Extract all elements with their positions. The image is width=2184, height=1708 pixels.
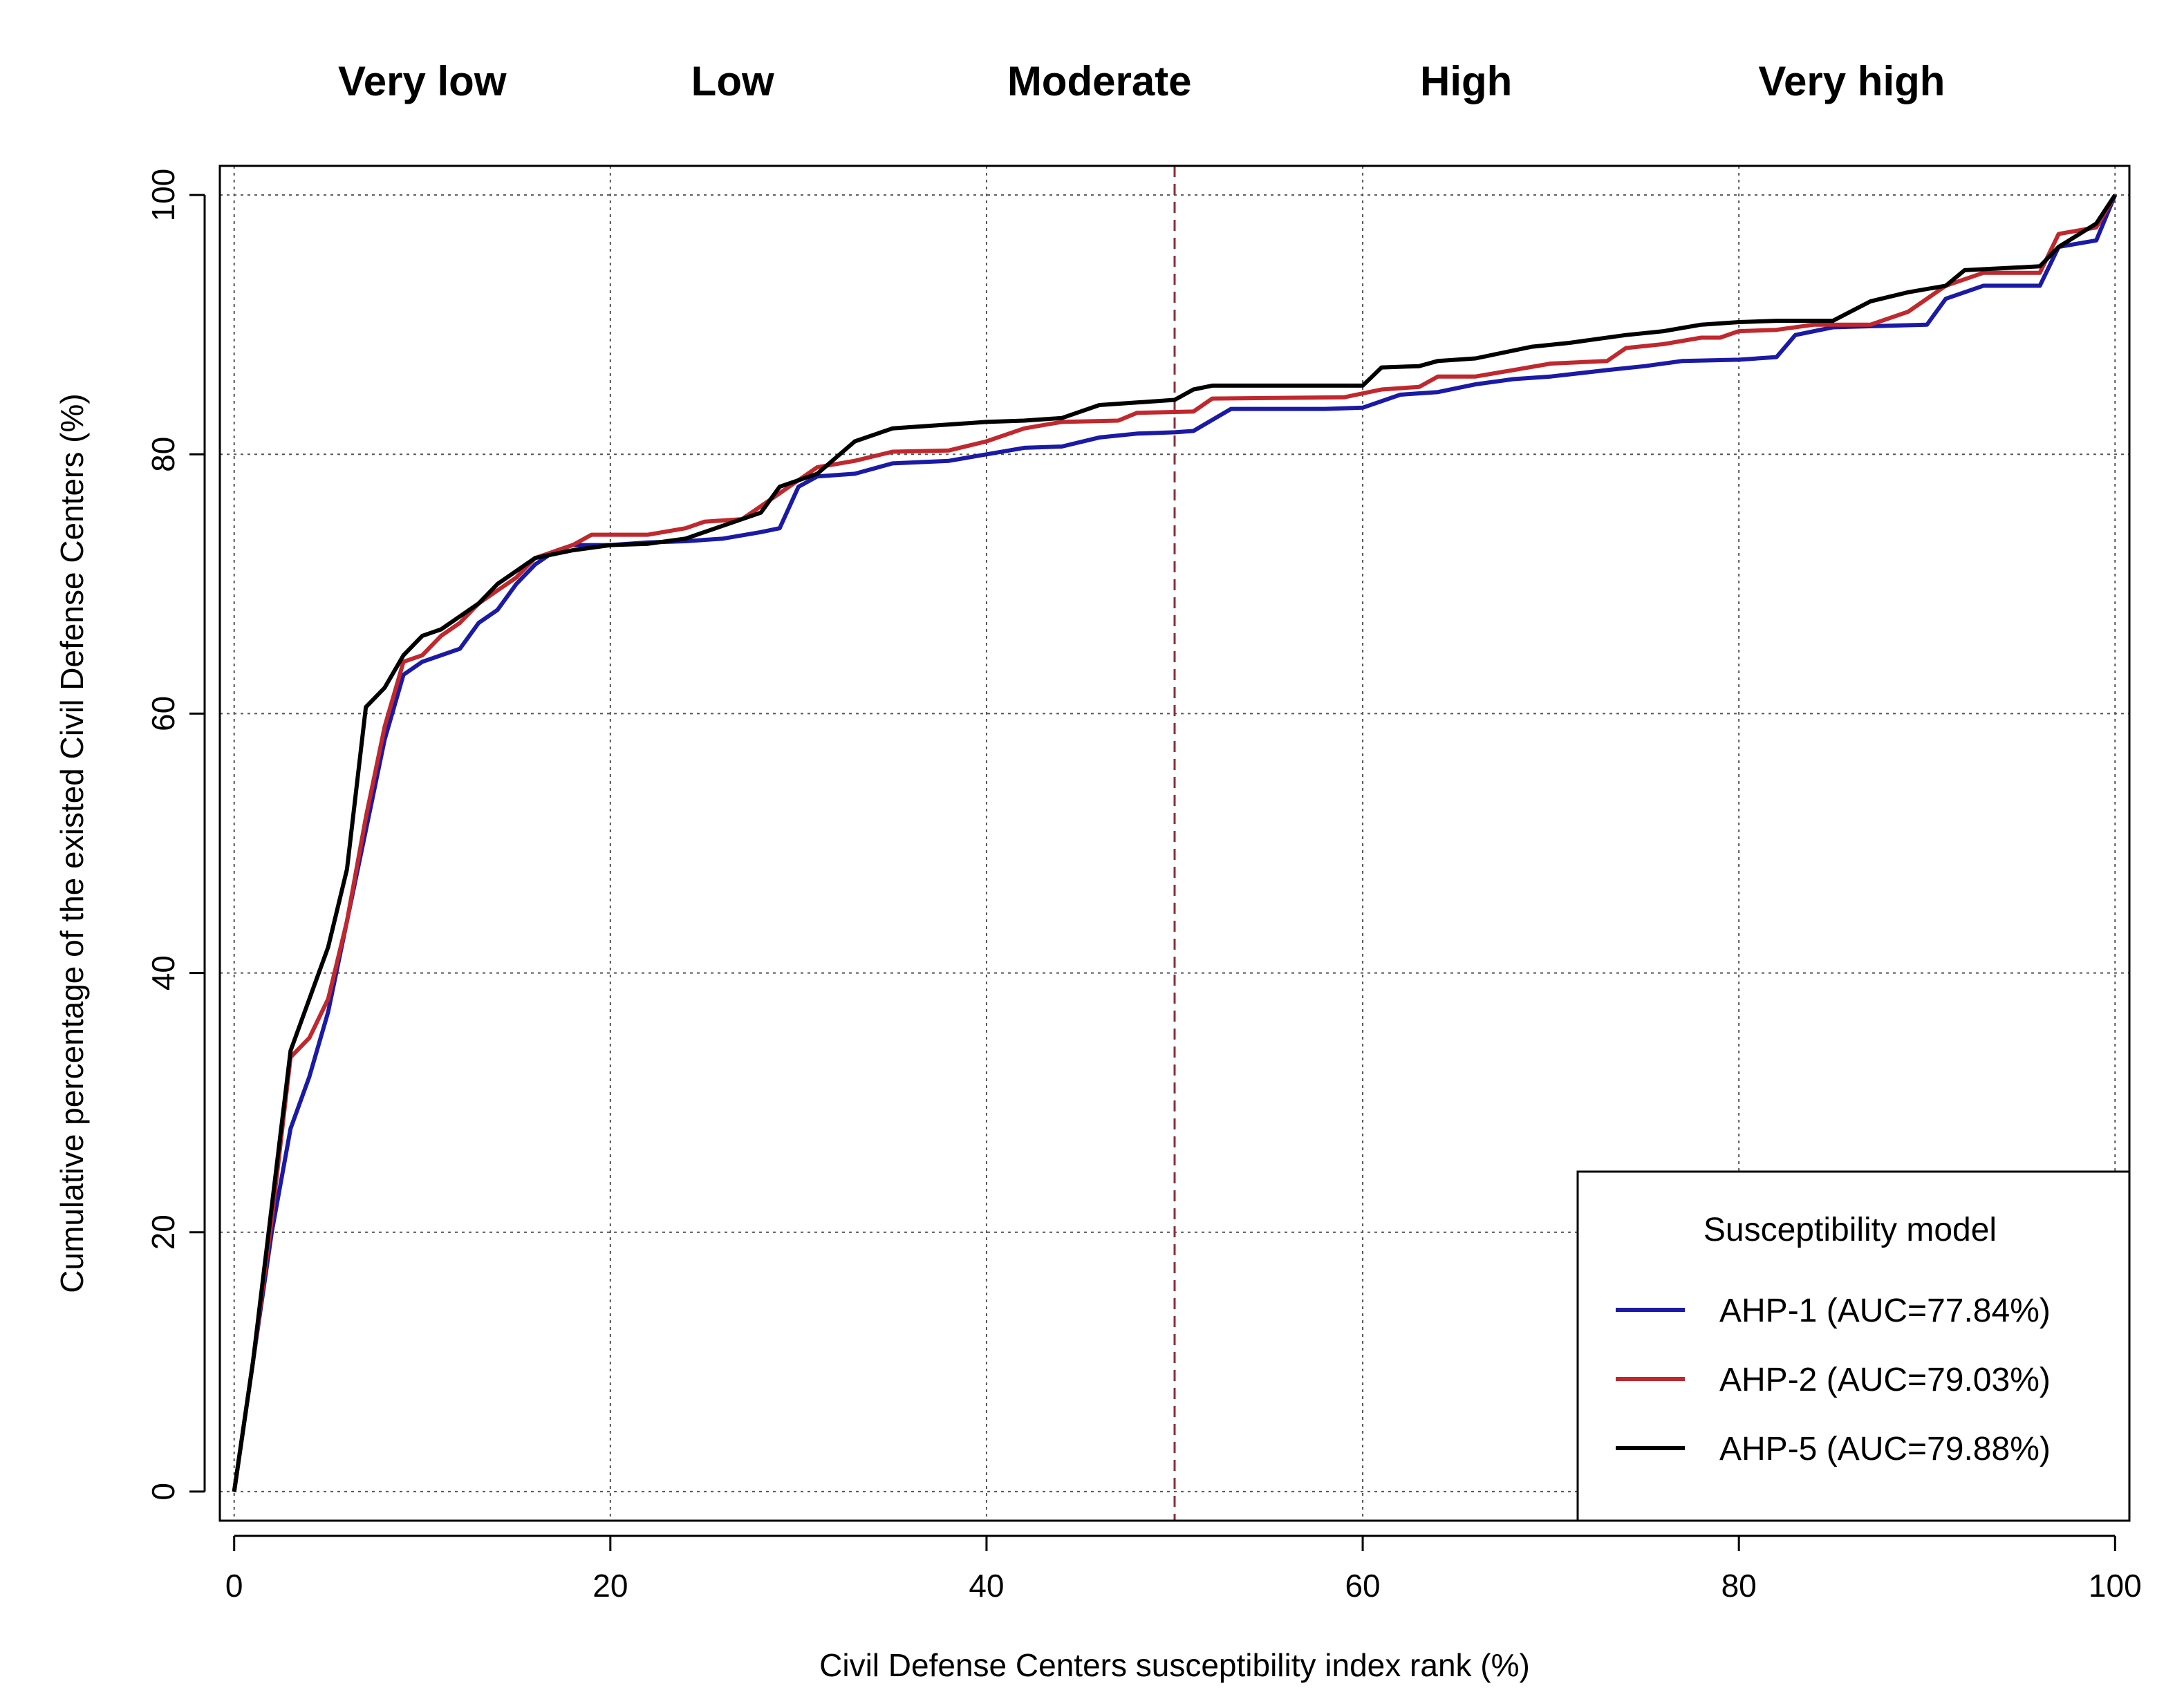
legend-label-1: AHP-1 (AUC=77.84%): [1719, 1293, 2051, 1329]
band-label-very-low: Very low: [338, 58, 507, 104]
x-tick-label-0: 0: [225, 1568, 243, 1604]
x-tick-label-40: 40: [969, 1568, 1004, 1604]
legend-title: Susceptibility model: [1704, 1212, 1997, 1248]
legend: Susceptibility model AHP-1 (AUC=77.84%)A…: [1576, 1170, 2131, 1522]
x-tick-label-80: 80: [1721, 1568, 1757, 1604]
y-tick-label-60: 60: [145, 696, 181, 731]
x-tick-label-20: 20: [592, 1568, 628, 1604]
legend-label-2: AHP-2 (AUC=79.03%): [1719, 1362, 2051, 1398]
series-lines: [232, 194, 2118, 1492]
legend-items: AHP-1 (AUC=77.84%) AHP-2 (AUC=79.03%) AHP-…: [1616, 1293, 2051, 1467]
x-tick-label-60: 60: [1345, 1568, 1380, 1604]
x-tick-label-100: 100: [2089, 1568, 2142, 1604]
y-tick-label-20: 20: [145, 1214, 181, 1250]
y-tick-label-80: 80: [145, 437, 181, 472]
legend-label-3: AHP-5 (AUC=79.88%): [1719, 1431, 2051, 1467]
y-tick-label-40: 40: [145, 955, 181, 991]
y-axis: 0 20 40 60 80 100: [145, 169, 206, 1501]
legend-box: [1576, 1170, 2131, 1522]
band-label-high: High: [1420, 58, 1512, 104]
series-line-2: [232, 194, 2117, 1492]
band-labels: Very low Low Moderate High Very high: [338, 58, 1945, 104]
band-label-very-high: Very high: [1758, 58, 1945, 104]
y-tick-label-100: 100: [145, 169, 181, 222]
x-axis: 0 20 40 60 80 100: [225, 1535, 2142, 1604]
band-label-low: Low: [691, 58, 774, 104]
band-label-moderate: Moderate: [1007, 58, 1192, 104]
series-line-3: [232, 194, 2117, 1492]
y-axis-title: Cumulative percentage of the existed Civ…: [54, 393, 90, 1293]
x-axis-title: Civil Defense Centers susceptibility ind…: [819, 1647, 1530, 1683]
series-line-1: [232, 194, 2118, 1492]
y-tick-label-0: 0: [145, 1483, 181, 1501]
plot-frame: [218, 165, 2131, 1522]
